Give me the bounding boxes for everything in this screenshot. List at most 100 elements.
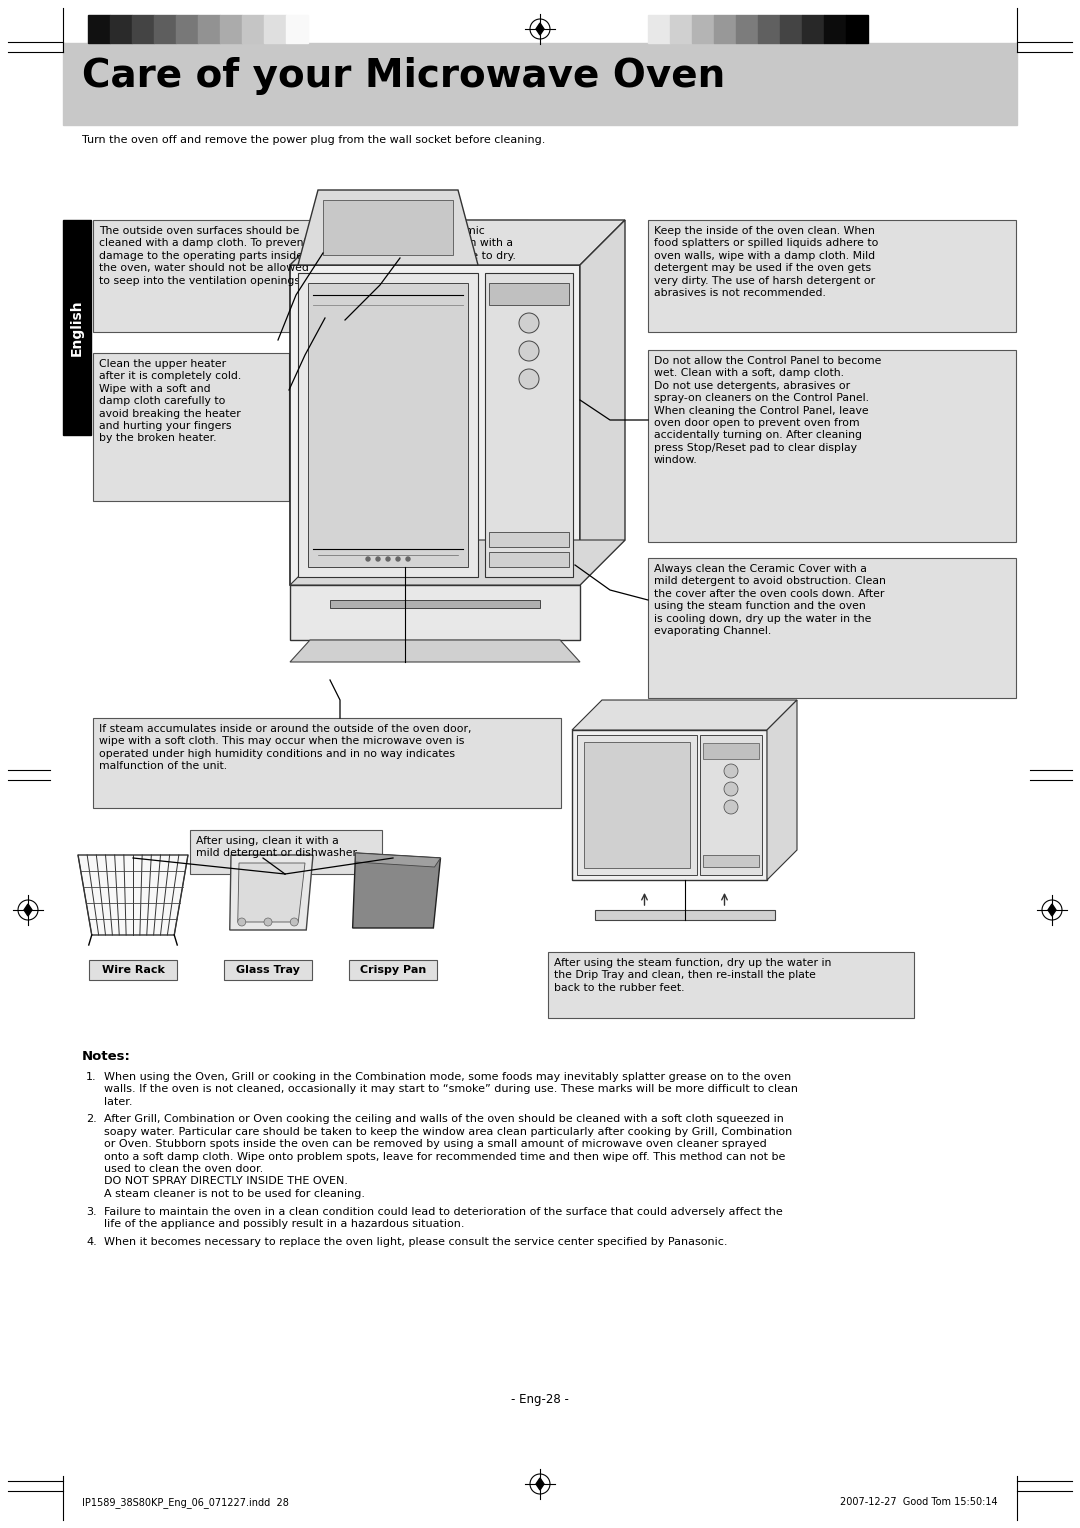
Text: 4.: 4. xyxy=(86,1238,97,1247)
Text: Clean the upper heater
after it is completely cold.
Wipe with a soft and
damp cl: Clean the upper heater after it is compl… xyxy=(99,359,241,443)
Polygon shape xyxy=(291,640,580,662)
Bar xyxy=(846,15,868,43)
Bar xyxy=(323,200,453,255)
Bar xyxy=(703,856,759,866)
Polygon shape xyxy=(238,863,305,921)
Text: After using, clean it with a
mild detergent or dishwasher.: After using, clean it with a mild deterg… xyxy=(195,836,360,859)
Text: English: English xyxy=(70,299,84,356)
Polygon shape xyxy=(572,700,797,730)
Bar xyxy=(648,220,1016,332)
Bar xyxy=(154,15,176,43)
Bar xyxy=(190,830,382,874)
Bar xyxy=(735,15,758,43)
Text: Notes:: Notes: xyxy=(82,1050,131,1063)
Bar xyxy=(132,15,154,43)
Bar xyxy=(298,274,478,578)
Text: Failure to maintain the oven in a clean condition could lead to deterioration of: Failure to maintain the oven in a clean … xyxy=(104,1207,783,1230)
Bar xyxy=(63,220,91,435)
Polygon shape xyxy=(24,905,32,915)
Polygon shape xyxy=(536,23,544,35)
Text: 1.: 1. xyxy=(86,1073,96,1082)
Bar xyxy=(692,15,714,43)
Circle shape xyxy=(519,368,539,390)
Polygon shape xyxy=(298,189,478,264)
Bar xyxy=(242,15,264,43)
Bar xyxy=(286,15,308,43)
Bar xyxy=(594,911,774,920)
Bar xyxy=(93,220,323,332)
Bar xyxy=(584,743,690,868)
Polygon shape xyxy=(355,853,441,866)
Polygon shape xyxy=(78,856,188,935)
Polygon shape xyxy=(353,853,441,927)
Text: Turn the oven off and remove the power plug from the wall socket before cleaning: Turn the oven off and remove the power p… xyxy=(82,134,545,145)
Circle shape xyxy=(366,558,370,561)
Text: When it becomes necessary to replace the oven light, please consult the service : When it becomes necessary to replace the… xyxy=(104,1238,728,1247)
Bar xyxy=(63,43,1017,125)
Bar xyxy=(291,264,580,585)
Text: After Grill, Combination or Oven cooking the ceiling and walls of the oven shoul: After Grill, Combination or Oven cooking… xyxy=(104,1114,793,1199)
Circle shape xyxy=(386,558,390,561)
Bar xyxy=(700,735,762,876)
Bar xyxy=(802,15,824,43)
Text: 2007-12-27  Good Tom 15:50:14: 2007-12-27 Good Tom 15:50:14 xyxy=(840,1497,998,1507)
Bar xyxy=(577,735,697,876)
Circle shape xyxy=(519,341,539,361)
Text: When using the Oven, Grill or cooking in the Combination mode, some foods may in: When using the Oven, Grill or cooking in… xyxy=(104,1073,798,1106)
Circle shape xyxy=(724,801,738,814)
Polygon shape xyxy=(767,700,797,880)
Text: - Eng-28 -: - Eng-28 - xyxy=(511,1394,569,1406)
Bar xyxy=(224,960,312,979)
Text: Care of your Microwave Oven: Care of your Microwave Oven xyxy=(82,57,726,95)
Text: Glass Tray: Glass Tray xyxy=(237,966,300,975)
Circle shape xyxy=(519,313,539,333)
Bar xyxy=(110,15,132,43)
Bar xyxy=(291,585,580,640)
Text: Always clean the Ceramic
Plate after cooling down with a
mild detergent and wipe: Always clean the Ceramic Plate after coo… xyxy=(345,226,516,261)
Bar xyxy=(338,220,528,298)
Bar xyxy=(824,15,846,43)
Circle shape xyxy=(396,558,400,561)
Bar xyxy=(176,15,198,43)
Bar xyxy=(220,15,242,43)
Circle shape xyxy=(376,558,380,561)
Bar xyxy=(93,353,289,501)
Text: Wire Rack: Wire Rack xyxy=(102,966,164,975)
Bar xyxy=(87,15,110,43)
Text: After using the steam function, dry up the water in
the Drip Tray and clean, the: After using the steam function, dry up t… xyxy=(554,958,832,993)
Circle shape xyxy=(724,782,738,796)
Circle shape xyxy=(264,918,272,926)
Bar xyxy=(780,15,802,43)
Bar xyxy=(198,15,220,43)
Bar xyxy=(264,15,286,43)
Bar xyxy=(548,952,914,1018)
Polygon shape xyxy=(230,856,313,931)
Text: Crispy Pan: Crispy Pan xyxy=(360,966,427,975)
Text: Keep the inside of the oven clean. When
food splatters or spilled liquids adhere: Keep the inside of the oven clean. When … xyxy=(654,226,878,298)
Bar xyxy=(703,743,759,759)
Bar xyxy=(648,558,1016,698)
Polygon shape xyxy=(580,220,625,585)
Text: If steam accumulates inside or around the outside of the oven door,
wipe with a : If steam accumulates inside or around th… xyxy=(99,724,472,772)
Polygon shape xyxy=(536,1478,544,1490)
Text: The outside oven surfaces should be
cleaned with a damp cloth. To prevent
damage: The outside oven surfaces should be clea… xyxy=(99,226,309,286)
Bar xyxy=(648,15,670,43)
Bar xyxy=(330,601,540,608)
Bar xyxy=(489,552,569,567)
Bar xyxy=(670,15,692,43)
Bar xyxy=(485,274,573,578)
Text: 3.: 3. xyxy=(86,1207,96,1216)
Text: Always clean the Ceramic Cover with a
mild detergent to avoid obstruction. Clean: Always clean the Ceramic Cover with a mi… xyxy=(654,564,886,636)
Bar xyxy=(93,718,561,808)
Polygon shape xyxy=(291,220,625,264)
Bar xyxy=(572,730,767,880)
Text: Do not allow the Control Panel to become
wet. Clean with a soft, damp cloth.
Do : Do not allow the Control Panel to become… xyxy=(654,356,881,465)
Bar xyxy=(349,960,437,979)
Polygon shape xyxy=(291,539,625,585)
Polygon shape xyxy=(1048,905,1056,915)
Text: 2.: 2. xyxy=(86,1114,97,1125)
Bar xyxy=(89,960,177,979)
Text: IP1589_38S80KP_Eng_06_071227.indd  28: IP1589_38S80KP_Eng_06_071227.indd 28 xyxy=(82,1497,288,1508)
Bar xyxy=(308,283,468,567)
Circle shape xyxy=(238,918,246,926)
